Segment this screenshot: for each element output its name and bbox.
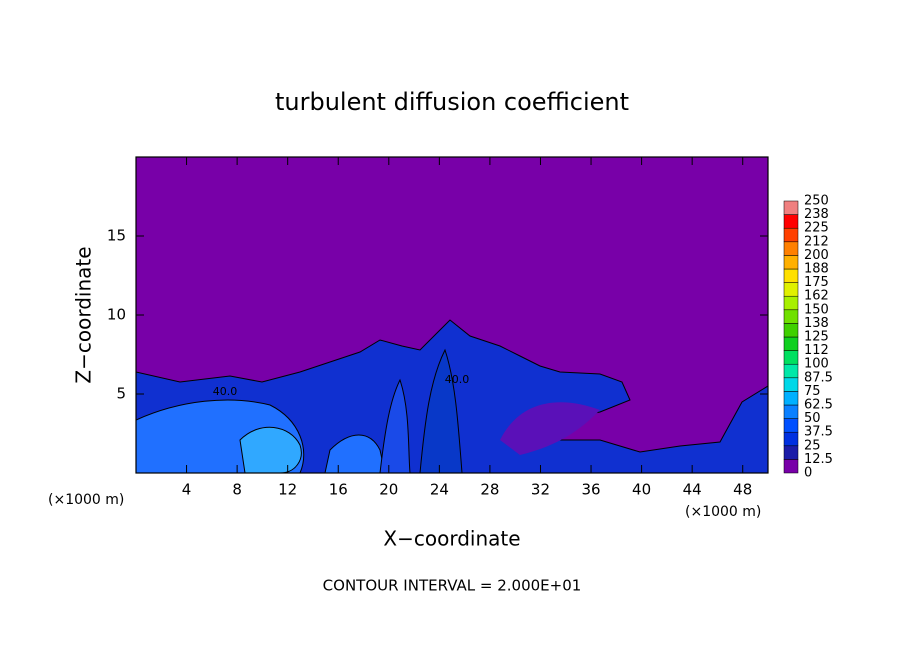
colorbar-swatch (783, 200, 799, 215)
y-tick-label: 5 (116, 385, 126, 403)
colorbar-swatch (783, 241, 799, 256)
colorbar-label: 162 (804, 289, 829, 304)
colorbar-swatch (783, 459, 799, 474)
colorbar-label: 87.5 (804, 370, 833, 385)
x-tick-label: 32 (531, 481, 550, 499)
colorbar-swatch (783, 350, 799, 365)
colorbar-label: 12.5 (804, 452, 833, 467)
field-patch (419, 348, 463, 473)
colorbar-swatch (783, 418, 799, 433)
colorbar-label: 225 (804, 221, 829, 236)
colorbar-label: 37.5 (804, 425, 833, 440)
colorbar-label: 212 (804, 234, 829, 249)
colorbar-swatch (783, 227, 799, 243)
colorbar-label: 188 (804, 262, 829, 277)
colorbar-swatch (783, 214, 799, 229)
colorbar-label: 112 (804, 343, 829, 358)
footer-note: CONTOUR INTERVAL = 2.000E+01 (323, 577, 582, 595)
colorbar-label: 62.5 (804, 398, 833, 413)
x-unit-label: (×1000 m) (685, 504, 761, 520)
x-tick-label: 24 (430, 481, 449, 499)
colorbar-swatch (783, 309, 799, 324)
colorbar-swatch (783, 377, 799, 392)
colorbar-label: 150 (804, 302, 829, 317)
colorbar-swatch (783, 268, 799, 283)
colorbar-label: 138 (804, 316, 829, 331)
colorbar-swatch (783, 295, 799, 311)
field (136, 157, 768, 473)
chart-title: turbulent diffusion coefficient (275, 88, 629, 116)
colorbar-label: 200 (804, 248, 829, 263)
colorbar-swatch (783, 404, 799, 419)
x-tick-label: 36 (581, 481, 600, 499)
x-tick-label: 8 (232, 481, 242, 499)
colorbar-label: 100 (804, 357, 829, 372)
x-tick-label: 20 (379, 481, 398, 499)
x-tick-label: 12 (278, 481, 297, 499)
colorbar-swatch (783, 445, 799, 460)
x-tick-label: 4 (182, 481, 192, 499)
contour-label: 40.0 (213, 385, 238, 398)
y-axis-label: Z−coordinate (72, 246, 96, 383)
colorbar-label: 75 (804, 384, 821, 399)
colorbar-swatch (783, 255, 799, 270)
colorbar-label: 125 (804, 330, 829, 345)
contour-label: 40.0 (445, 373, 470, 386)
y-tick-label: 10 (107, 306, 126, 324)
x-tick-label: 16 (329, 481, 348, 499)
colorbar-swatch (783, 363, 799, 379)
field-patch (500, 402, 600, 455)
field-patch (379, 378, 411, 473)
y-unit-label: (×1000 m) (48, 492, 124, 508)
colorbar-swatch (783, 282, 799, 297)
colorbar-label: 238 (804, 207, 829, 222)
colorbar-label: 25 (804, 438, 821, 453)
colorbar-label: 0 (804, 466, 812, 481)
colorbar-label: 50 (804, 411, 821, 426)
colorbar-label: 250 (804, 194, 829, 209)
x-axis-label: X−coordinate (383, 527, 520, 551)
x-tick-label: 48 (733, 481, 752, 499)
x-tick-label: 40 (632, 481, 651, 499)
colorbar-label: 175 (804, 275, 829, 290)
colorbar-swatch (783, 323, 799, 338)
colorbar-swatch (783, 336, 799, 351)
y-tick-label: 15 (107, 227, 126, 245)
x-tick-label: 44 (683, 481, 702, 499)
x-tick-label: 28 (480, 481, 499, 499)
colorbar-swatch (783, 431, 799, 447)
colorbar-swatch (783, 391, 799, 406)
